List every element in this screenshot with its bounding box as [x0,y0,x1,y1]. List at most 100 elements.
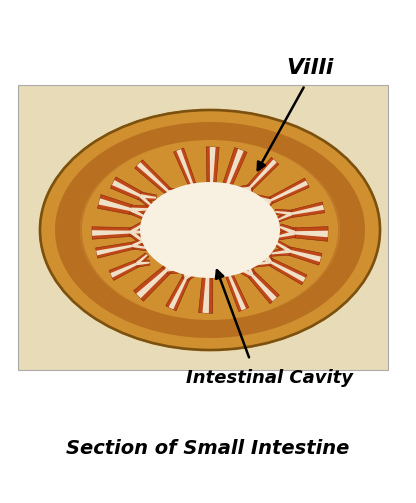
Polygon shape [234,264,253,278]
Polygon shape [291,202,324,217]
Text: Section of Small Intestine: Section of Small Intestine [66,439,350,458]
Polygon shape [110,177,142,200]
Polygon shape [131,228,149,236]
Polygon shape [218,250,231,273]
Polygon shape [140,192,156,201]
Polygon shape [208,186,229,208]
Polygon shape [139,195,152,207]
Polygon shape [277,210,293,222]
Polygon shape [185,259,196,278]
Polygon shape [134,253,149,267]
Polygon shape [133,244,154,250]
Polygon shape [229,187,250,192]
Polygon shape [180,260,190,279]
Polygon shape [247,157,279,191]
Polygon shape [166,276,190,311]
Polygon shape [277,228,296,240]
Polygon shape [196,250,210,272]
Polygon shape [131,208,150,212]
Polygon shape [198,271,213,313]
Polygon shape [129,218,151,235]
Polygon shape [250,252,271,264]
Polygon shape [166,255,182,271]
Polygon shape [295,231,328,237]
Polygon shape [204,253,224,274]
Ellipse shape [140,182,280,278]
Polygon shape [208,182,228,204]
Polygon shape [193,249,212,274]
Polygon shape [259,245,274,264]
Polygon shape [251,195,270,202]
Polygon shape [227,272,246,310]
Polygon shape [248,272,280,304]
Polygon shape [131,205,150,214]
Polygon shape [167,267,189,272]
Polygon shape [173,148,196,187]
Polygon shape [245,258,253,275]
Polygon shape [250,274,277,301]
Polygon shape [271,247,290,256]
Polygon shape [291,205,324,215]
Text: Villi: Villi [286,58,334,78]
Polygon shape [164,253,184,273]
Polygon shape [186,268,203,279]
Polygon shape [199,183,213,202]
Polygon shape [206,254,223,273]
Polygon shape [253,259,271,268]
Polygon shape [295,227,328,241]
Polygon shape [132,242,155,252]
Polygon shape [189,185,200,203]
Polygon shape [254,199,273,224]
Polygon shape [209,187,228,206]
Polygon shape [277,231,295,238]
Polygon shape [132,235,155,247]
Polygon shape [163,247,175,270]
Polygon shape [272,238,292,255]
Polygon shape [246,198,272,214]
Polygon shape [208,260,229,275]
Polygon shape [261,246,272,263]
Polygon shape [130,230,151,248]
Polygon shape [236,187,251,203]
Polygon shape [226,246,236,272]
Polygon shape [290,250,321,262]
Polygon shape [55,122,365,338]
Polygon shape [168,277,187,309]
Polygon shape [271,249,290,255]
Polygon shape [280,226,295,235]
Polygon shape [269,259,307,285]
Polygon shape [181,261,188,278]
Polygon shape [109,260,139,281]
Polygon shape [138,193,154,208]
Polygon shape [99,198,131,211]
Polygon shape [249,159,277,189]
Polygon shape [129,229,153,249]
Polygon shape [209,262,228,273]
Polygon shape [289,247,322,265]
Polygon shape [206,252,210,272]
Polygon shape [131,230,149,234]
Polygon shape [246,188,253,211]
Polygon shape [206,184,215,202]
Ellipse shape [40,110,380,350]
Polygon shape [168,188,188,196]
Polygon shape [183,185,196,207]
Polygon shape [80,140,340,320]
Polygon shape [208,184,213,202]
Polygon shape [277,212,292,221]
Polygon shape [222,147,247,190]
Polygon shape [222,188,230,209]
Polygon shape [184,266,204,281]
Polygon shape [220,250,229,272]
Polygon shape [140,194,156,199]
Polygon shape [168,191,185,207]
Polygon shape [167,191,175,211]
Polygon shape [272,240,291,253]
Polygon shape [176,149,194,186]
FancyBboxPatch shape [18,85,388,370]
Polygon shape [255,200,272,224]
Polygon shape [191,185,198,203]
Polygon shape [167,265,189,274]
Polygon shape [253,261,271,266]
Polygon shape [134,266,171,301]
